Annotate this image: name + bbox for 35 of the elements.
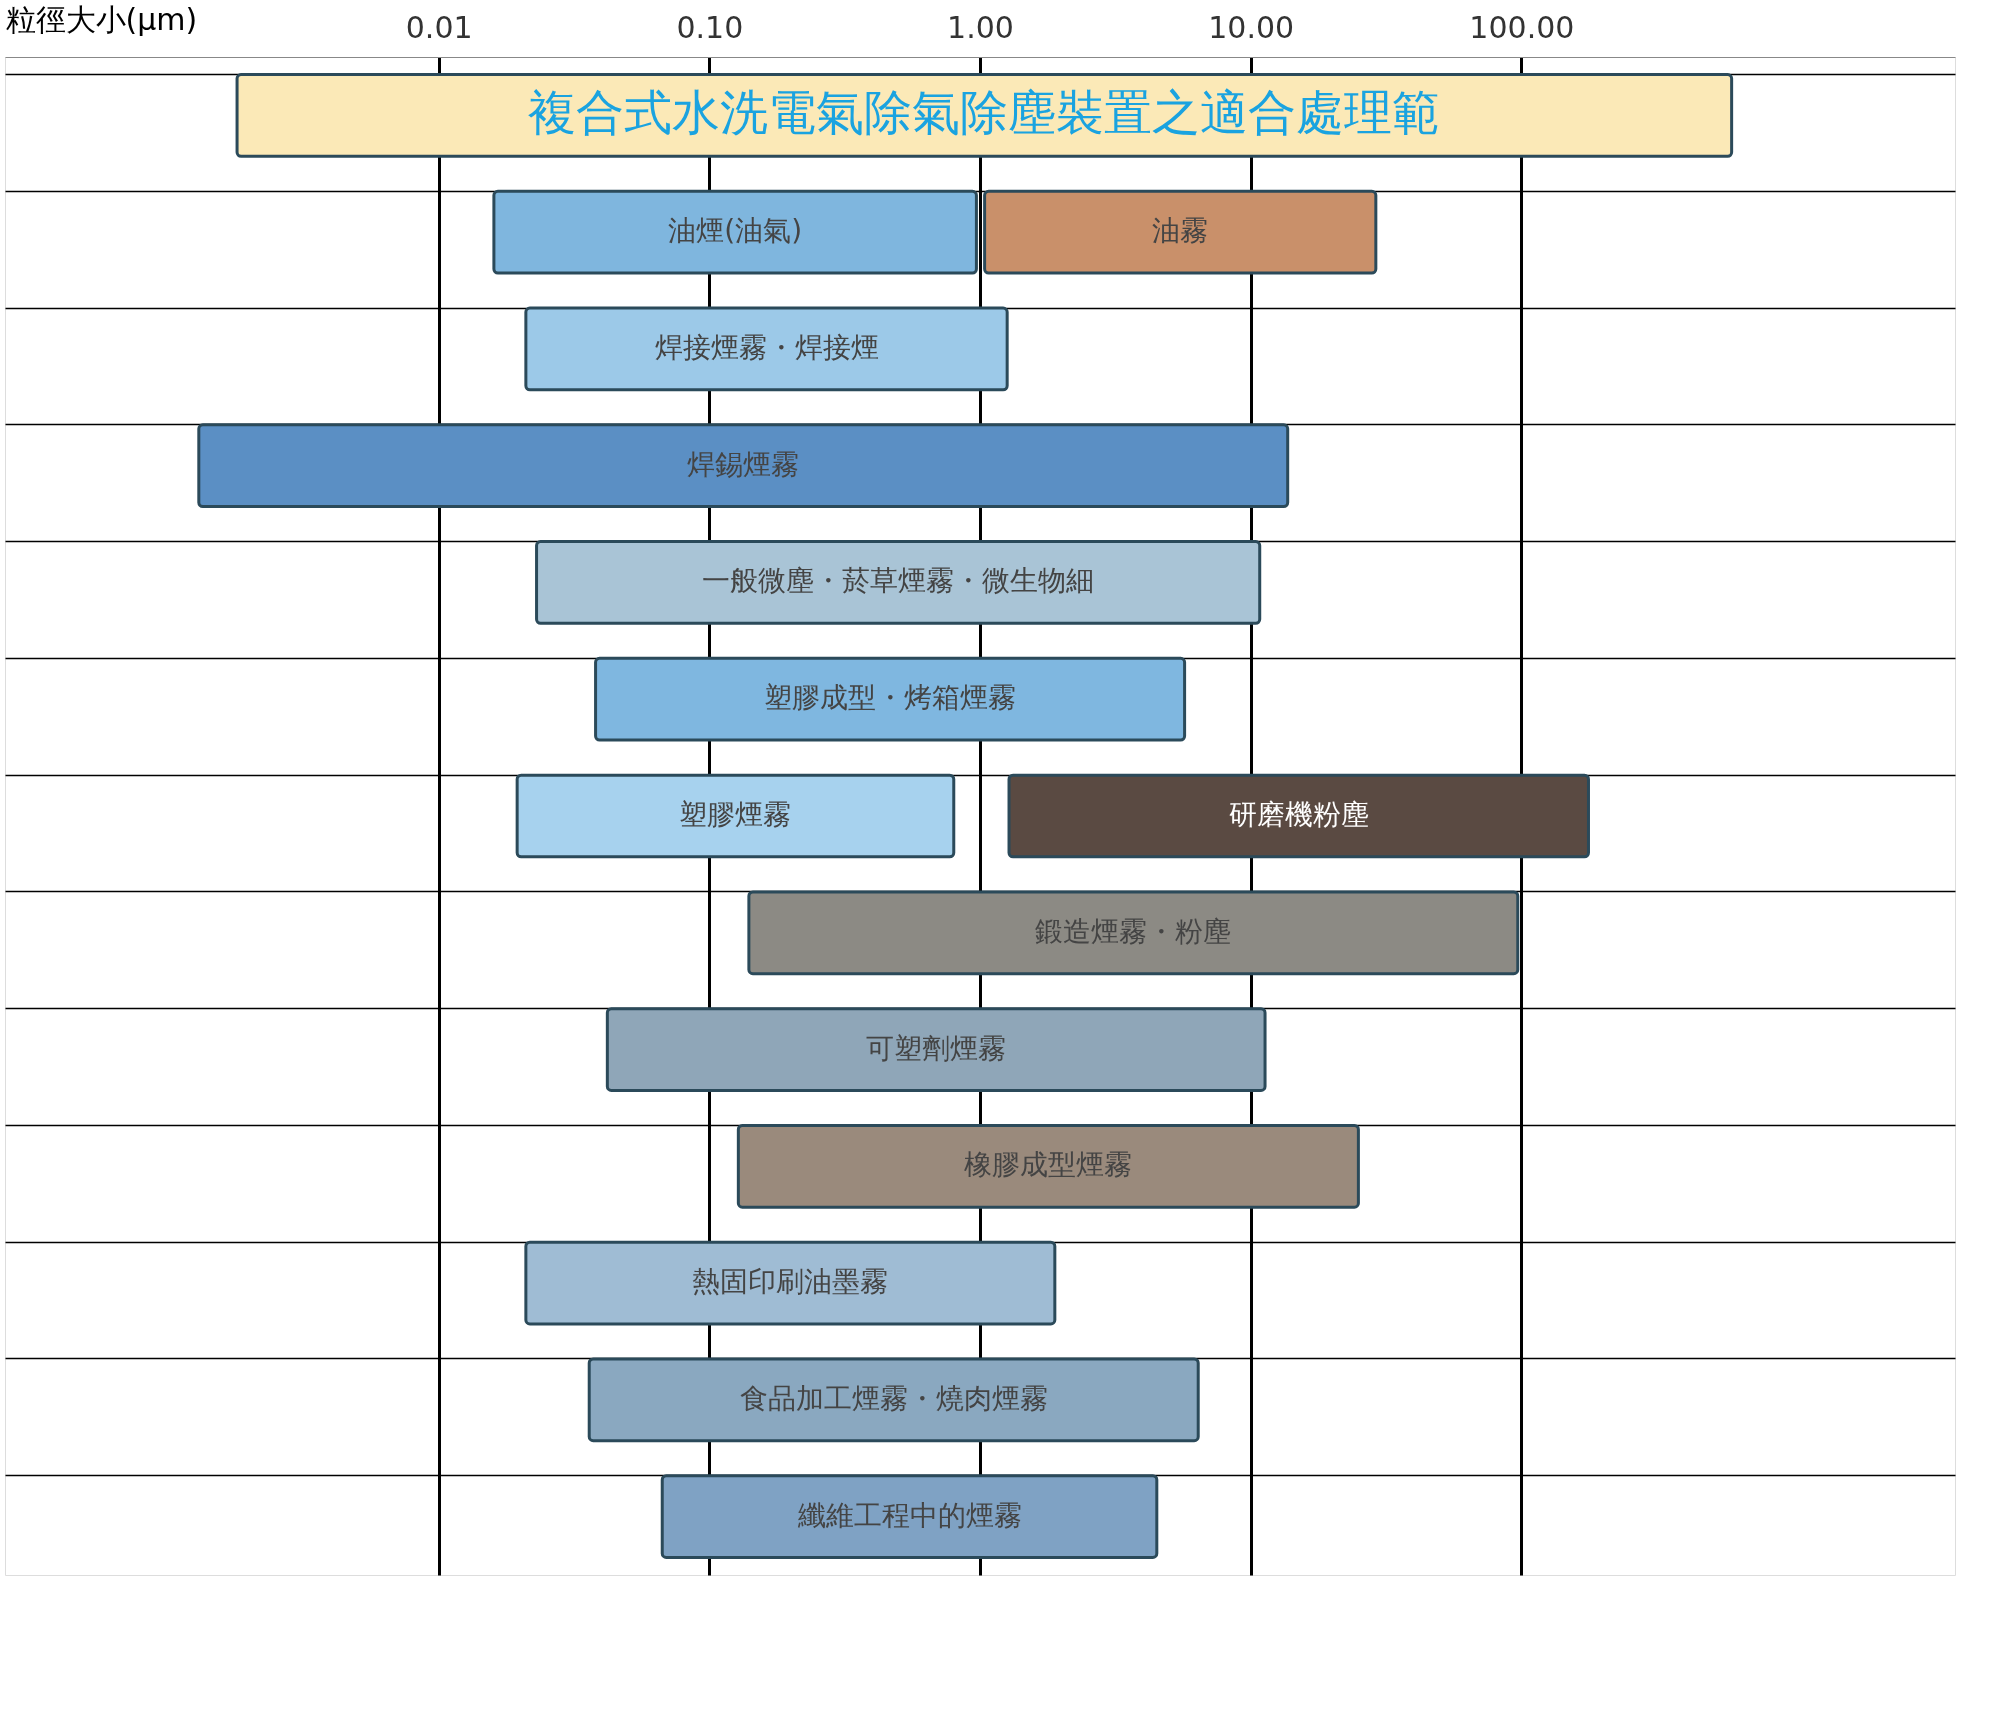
x-tick-label: 0.01 xyxy=(405,9,473,45)
data-label: 鍛造煙霧・粉塵 xyxy=(1035,914,1232,948)
data-label: 食品加工煙霧・燒肉煙霧 xyxy=(739,1381,1048,1415)
data-label: 纖維工程中的煙霧 xyxy=(796,1498,1022,1532)
bar xyxy=(515,773,956,859)
bar xyxy=(660,1474,1159,1559)
bar xyxy=(492,189,978,275)
data-label: 油煙(油氣) xyxy=(668,214,803,248)
data-label: 塑膠煙霧 xyxy=(679,798,792,831)
data-label: 油霧 xyxy=(1152,214,1209,248)
bar xyxy=(587,1357,1200,1443)
data-label: 塑膠成型・烤箱煙霧 xyxy=(764,681,1017,715)
x-axis-title: 粒徑大小(μm) xyxy=(5,1,198,37)
bar xyxy=(1007,773,1590,859)
bar xyxy=(605,1007,1267,1092)
data-label: 焊錫煙霧 xyxy=(687,447,800,481)
data-label: 焊接煙霧・焊接煙 xyxy=(654,330,879,364)
bar xyxy=(197,423,1290,509)
x-tick-label: 100.00 xyxy=(1469,9,1575,45)
bar xyxy=(594,656,1187,742)
x-tick-label: 1.00 xyxy=(947,9,1014,45)
bar xyxy=(983,189,1378,275)
x-tick-label: 0.10 xyxy=(676,9,744,45)
bar xyxy=(736,1123,1360,1209)
bar xyxy=(524,1240,1057,1326)
bar xyxy=(524,306,1009,392)
data-label: 熱固印刷油墨霧 xyxy=(692,1265,889,1299)
data-label: 複合式水洗電氣除氣除塵裝置之適合處理範 xyxy=(528,84,1441,141)
data-label: 可塑劑煙霧 xyxy=(866,1031,1007,1065)
x-tick-label: 10.00 xyxy=(1208,9,1295,45)
bar xyxy=(747,890,1520,976)
bar xyxy=(535,540,1262,625)
data-label: 橡膠成型煙霧 xyxy=(964,1148,1133,1182)
data-label: 一般微塵・菸草煙霧・微生物細 xyxy=(702,564,1095,598)
data-label: 研磨機粉塵 xyxy=(1228,798,1369,831)
